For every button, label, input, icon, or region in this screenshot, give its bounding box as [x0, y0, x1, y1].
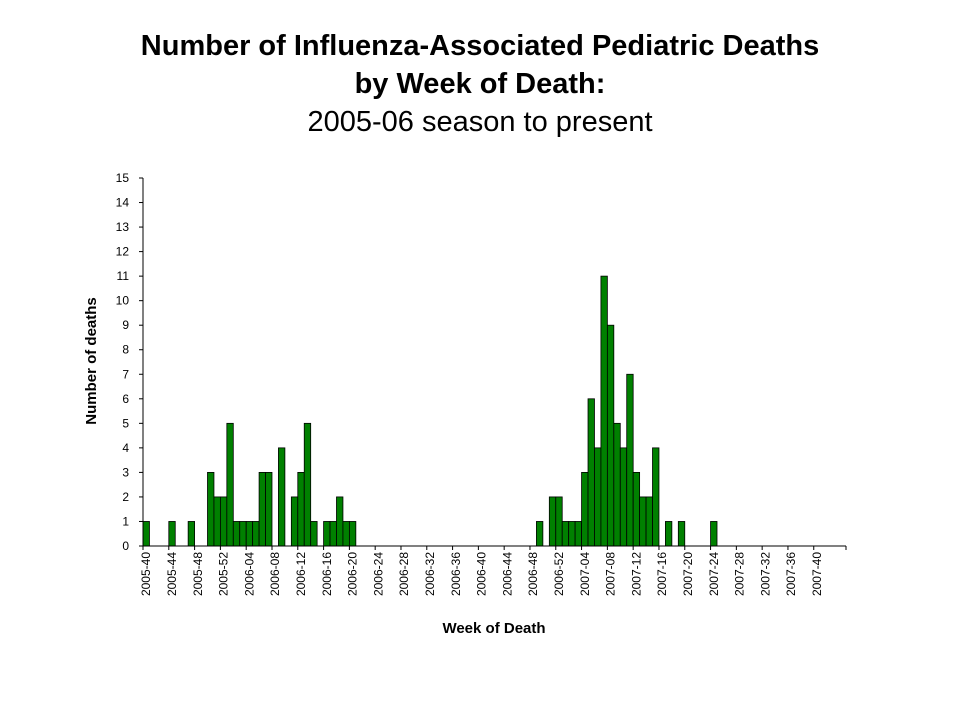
x-tick-label-2007-32: 2007-32	[758, 552, 772, 596]
bar-2005-47	[187, 521, 195, 547]
bar-2006-07	[265, 471, 273, 547]
y-tick-label-13: 13	[116, 220, 130, 234]
x-tick-label-2006-24: 2006-24	[371, 552, 385, 596]
bar-2006-11	[290, 496, 299, 547]
bar-2007-09	[613, 422, 621, 547]
y-tick-label-1: 1	[122, 514, 129, 528]
bar-2007-08	[606, 324, 615, 547]
x-tick-label-2006-08: 2006-08	[268, 552, 282, 596]
bar-2006-05	[252, 521, 260, 547]
bar-2005-44	[168, 521, 176, 547]
bar-2006-19	[342, 521, 350, 547]
bar-2006-18	[336, 496, 344, 547]
y-tick-label-6: 6	[122, 392, 129, 406]
x-tick-label-2005-52: 2005-52	[217, 552, 231, 596]
x-tick-label-2006-40: 2006-40	[475, 552, 489, 596]
bar-2005-51	[213, 496, 221, 547]
y-tick-label-3: 3	[122, 465, 129, 479]
x-tick-label-2006-36: 2006-36	[449, 552, 463, 596]
bar-2006-09	[278, 447, 286, 547]
bar-2007-02	[568, 521, 576, 547]
bar-2007-05	[587, 398, 595, 547]
x-tick-label-2006-48: 2006-48	[526, 552, 540, 596]
bar-2006-17	[329, 521, 337, 547]
bar-2006-13	[303, 422, 312, 547]
x-tick-label-2006-16: 2006-16	[320, 552, 334, 596]
x-tick-label-2005-40: 2005-40	[139, 552, 153, 596]
x-tick-label-2007-24: 2007-24	[707, 552, 721, 596]
y-tick-label-12: 12	[116, 245, 130, 259]
chart-title-line-2: by Week of Death:	[354, 68, 606, 100]
x-tick-label-2007-36: 2007-36	[784, 552, 798, 596]
x-tick-label-2007-40: 2007-40	[810, 552, 824, 596]
bar-2007-14	[645, 496, 653, 547]
bar-2007-06	[594, 447, 602, 547]
bar-2006-49	[536, 521, 544, 547]
bar-2006-06	[258, 471, 266, 547]
bar-2005-40	[142, 521, 150, 547]
x-tick-label-2007-16: 2007-16	[655, 552, 669, 596]
bar-2005-50	[207, 471, 215, 547]
bar-2007-04	[581, 471, 589, 547]
y-tick-label-7: 7	[122, 367, 129, 381]
chart-title-line-3: 2005-06 season to present	[307, 106, 653, 138]
bar-2006-51	[548, 496, 557, 547]
x-tick-label-2006-12: 2006-12	[294, 552, 308, 596]
bar-2007-03	[574, 521, 582, 547]
bars-group	[142, 275, 718, 547]
x-tick-label-2006-52: 2006-52	[552, 552, 566, 596]
bar-2007-24	[710, 521, 718, 547]
bar-2006-01	[226, 422, 234, 547]
x-tick-label-2006-32: 2006-32	[423, 552, 437, 596]
y-tick-label-9: 9	[122, 318, 129, 332]
bar-2006-04	[245, 521, 254, 547]
x-tick-label-2007-04: 2007-04	[578, 552, 592, 596]
bar-2007-19	[677, 521, 686, 547]
x-tick-label-2007-12: 2007-12	[629, 552, 643, 596]
bar-2006-20	[348, 521, 357, 547]
bar-2007-17	[665, 521, 673, 547]
x-tick-label-2006-04: 2006-04	[242, 552, 256, 596]
y-axis-label: Number of deaths	[83, 297, 100, 425]
y-tick-label-2: 2	[122, 490, 129, 504]
x-tick-label-2007-20: 2007-20	[681, 552, 695, 596]
bar-2006-03	[239, 521, 247, 547]
x-tick-label-2006-28: 2006-28	[397, 552, 411, 596]
y-tick-label-10: 10	[116, 294, 130, 308]
y-tick-label-15: 15	[116, 171, 130, 185]
bar-2006-14	[310, 521, 318, 547]
bar-2006-52	[555, 496, 563, 547]
x-tick-label-2007-08: 2007-08	[604, 552, 618, 596]
x-axis-label: Week of Death	[442, 620, 545, 637]
bar-2007-13	[639, 496, 647, 547]
x-tick-label-2005-48: 2005-48	[191, 552, 205, 596]
y-tick-label-4: 4	[122, 441, 129, 455]
bar-2007-15	[652, 447, 660, 547]
bar-2007-12	[632, 471, 641, 547]
x-tick-label-2006-44: 2006-44	[500, 552, 514, 596]
chart-title-line-1: Number of Influenza-Associated Pediatric…	[140, 30, 820, 62]
y-tick-label-8: 8	[122, 343, 129, 357]
y-tick-label-11: 11	[117, 269, 130, 283]
bar-2006-12	[297, 471, 305, 547]
bar-2005-52	[219, 496, 228, 547]
bar-2006-16	[323, 521, 331, 547]
bar-2007-11	[626, 373, 634, 547]
y-tick-label-0: 0	[122, 539, 129, 553]
bar-2006-02	[232, 521, 241, 547]
x-tick-label-2007-28: 2007-28	[733, 552, 747, 596]
y-tick-label-14: 14	[116, 196, 130, 210]
bar-2007-10	[619, 447, 628, 547]
y-tick-label-5: 5	[122, 416, 129, 430]
bar-2007-07	[600, 275, 608, 547]
bar-2007-01	[561, 521, 570, 547]
x-tick-label-2005-44: 2005-44	[165, 552, 179, 596]
x-tick-label-2006-20: 2006-20	[346, 552, 360, 596]
